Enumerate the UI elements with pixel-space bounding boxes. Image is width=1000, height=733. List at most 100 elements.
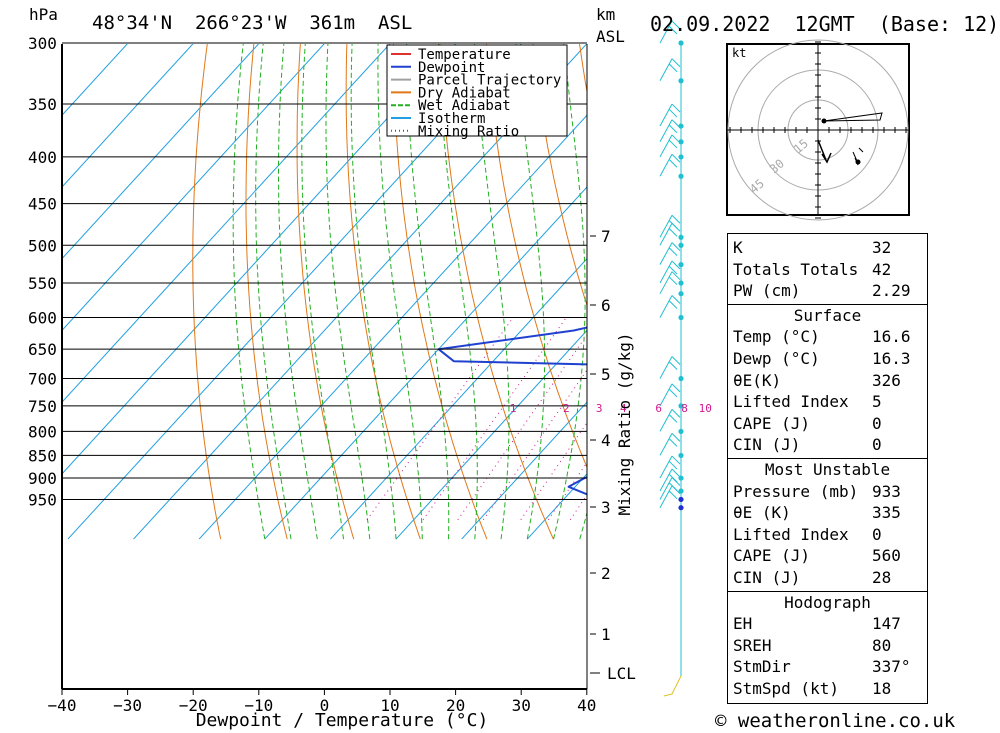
hodograph-param-row: EH 147 <box>728 613 927 634</box>
legend-item: Wet Adiabat <box>418 98 511 114</box>
mixing-ratio-label: 10 <box>699 402 712 415</box>
isotherm-line <box>461 401 587 540</box>
dry-adiabat <box>345 44 421 540</box>
wind-barb <box>659 295 681 318</box>
panel-divider <box>728 303 927 305</box>
legend-item: Dry Adiabat <box>418 85 511 101</box>
surface-wind-barb <box>663 675 682 697</box>
pressure-tick-label: 700 <box>28 370 57 389</box>
x-axis-label: Dewpoint / Temperature (°C) <box>196 710 489 731</box>
legend-item: Dewpoint <box>418 60 485 76</box>
most-unstable-row-value: 335 <box>872 503 901 523</box>
wind-barbs <box>659 20 684 697</box>
chart-text: 1234681016202530035040045050055060065070… <box>28 34 801 731</box>
pressure-tick-label: 850 <box>28 446 57 465</box>
mixing-ratio-line <box>482 369 587 521</box>
mixing-ratio-label: 3 <box>596 402 603 415</box>
wet-adiabat <box>255 44 292 540</box>
hodograph-param-row-label: StmSpd (kt) <box>733 679 839 698</box>
pressure-tick-label: 450 <box>28 195 57 214</box>
index-row-value: 42 <box>872 259 892 279</box>
surface-row-value: 16.3 <box>872 349 911 368</box>
wind-barb <box>659 409 681 432</box>
index-row-value: 32 <box>872 238 892 257</box>
wind-barb <box>659 134 681 158</box>
storm-motion-arrow <box>817 139 832 164</box>
panel-divider <box>728 590 927 592</box>
wind-dot <box>678 505 684 511</box>
wind-dot <box>678 291 684 297</box>
wind-barb <box>659 103 681 127</box>
pressure-tick-label: 550 <box>28 274 57 293</box>
wind-dot <box>678 123 684 129</box>
wind-dot <box>678 375 684 382</box>
pressure-tick-label: 750 <box>28 397 57 416</box>
most-unstable-row-value: 933 <box>872 481 901 501</box>
x-tick-label: 20 <box>446 696 465 715</box>
surface-row: CIN (J) 0 <box>728 434 927 455</box>
wind-barb <box>659 455 681 479</box>
km-label: km <box>596 5 616 24</box>
wind-barb <box>659 58 681 81</box>
wet-adiabat <box>301 44 344 540</box>
wet-adiabat <box>377 44 423 540</box>
most-unstable-row-label: θE (K) <box>733 503 791 523</box>
mixing-ratio-line <box>457 334 587 521</box>
most-unstable-title: Most Unstable <box>764 460 891 479</box>
dry-adiabat <box>485 44 587 469</box>
isotherm-line <box>62 44 391 403</box>
most-unstable-row-value: 28 <box>872 568 892 587</box>
legend-item: Temperature <box>418 47 511 63</box>
indices-panel: K 32 Totals Totals 42 PW (cm) 2.29 Surface Temp… <box>727 233 928 704</box>
most-unstable-row: CAPE (J) 560 <box>728 545 927 566</box>
dry-adiabat <box>296 44 355 540</box>
wet-adiabat <box>553 44 586 540</box>
isotherm-line <box>198 114 587 540</box>
lcl-label: LCL <box>607 664 636 683</box>
asl-label: ASL <box>596 27 625 46</box>
surface-row: CAPE (J) 0 <box>728 413 927 434</box>
x-tick-label: 40 <box>577 696 596 715</box>
mixing-ratio-label: 6 <box>655 402 662 415</box>
wet-adiabat <box>232 44 266 540</box>
hodograph-param-row-label: EH <box>733 614 753 634</box>
wind-dot <box>678 154 684 160</box>
most-unstable-row: Lifted Index 0 <box>728 524 927 545</box>
storm-motion-point <box>855 159 861 165</box>
profiles <box>437 326 587 496</box>
isotherm-line <box>62 44 128 116</box>
hodograph-unit: kt <box>732 46 746 60</box>
most-unstable-row: θE (K) 335 <box>728 502 927 523</box>
isotherm-line <box>62 44 260 260</box>
surface-row-value: 0 <box>872 435 882 455</box>
index-row: K 32 <box>728 237 927 258</box>
surface-row: Lifted Index 5 <box>728 391 927 412</box>
wet-adiabat <box>515 44 546 540</box>
wet-adiabat <box>325 44 371 540</box>
surface-row-label: Dewp (°C) <box>733 349 820 368</box>
surface-row-value: 5 <box>872 392 882 412</box>
most-unstable-row-label: Lifted Index <box>733 524 849 544</box>
legend-item: Mixing Ratio <box>418 124 519 140</box>
hodograph-point <box>821 118 827 124</box>
km-tick-label: 6 <box>601 296 611 315</box>
hodograph-param-row: StmSpd (kt) 18 <box>728 678 927 699</box>
pressure-tick-label: 800 <box>28 422 57 441</box>
pressure-tick-label: 950 <box>28 490 57 509</box>
wind-dot <box>678 242 684 248</box>
wind-barb <box>659 119 681 143</box>
x-tick-label: −30 <box>113 696 142 715</box>
wind-dot <box>678 488 684 494</box>
mixing-ratio-line <box>520 421 587 521</box>
wind-dot <box>678 234 684 240</box>
surface-title: Surface <box>793 305 862 325</box>
isotherm-line <box>330 257 587 540</box>
x-tick-label: 30 <box>512 696 531 715</box>
mixing-ratio-label: 4 <box>620 402 627 415</box>
wind-barb <box>659 433 681 456</box>
panel-divider <box>728 458 927 459</box>
km-tick-label: 1 <box>601 625 611 644</box>
dewpoint-line <box>437 326 587 496</box>
wet-adiabat <box>350 44 397 540</box>
